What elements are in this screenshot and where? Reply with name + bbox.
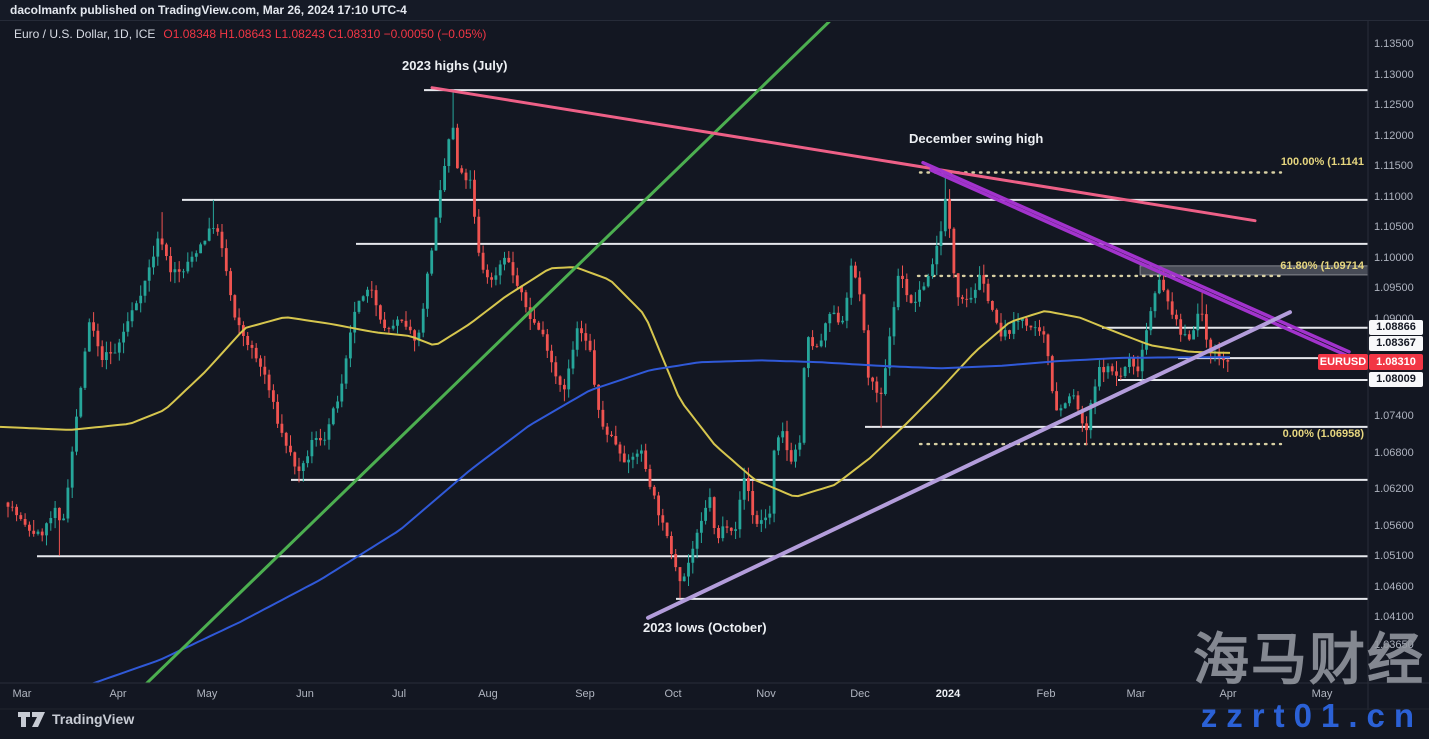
descending-channel-lower-purple[interactable] <box>929 168 1357 361</box>
tradingview-footer-link[interactable]: TradingView <box>18 711 134 727</box>
tradingview-brand-text: TradingView <box>52 711 135 727</box>
watermark-chinese: 海马财经 <box>1193 628 1425 691</box>
attribution-text: dacolmanfx published on TradingView.com,… <box>10 3 407 17</box>
supply-zone[interactable] <box>1139 265 1368 276</box>
price-axis[interactable] <box>1369 21 1429 683</box>
ohlc-values: O1.08348 H1.08643 L1.08243 C1.08310 −0.0… <box>163 27 487 41</box>
attribution-bar: dacolmanfx published on TradingView.com,… <box>0 0 1429 21</box>
watermark-url: zzrt01.cn <box>1200 697 1423 734</box>
ascending-trendline-green[interactable] <box>144 22 831 685</box>
descending-trendline-pink[interactable] <box>430 86 1257 223</box>
chart-annotation[interactable]: 2023 highs (July) <box>402 58 508 73</box>
chart-annotation[interactable]: 2023 lows (October) <box>643 620 767 635</box>
ascending-trendline-lavender[interactable] <box>646 310 1292 620</box>
ma-fast-yellow <box>0 266 1231 498</box>
descending-channel-upper-purple[interactable] <box>921 160 1351 354</box>
ma-slow-blue <box>90 356 1230 683</box>
chart-annotation[interactable]: December swing high <box>909 131 1044 146</box>
symbol-legend[interactable]: Euro / U.S. Dollar, 1D, ICE O1.08348 H1.0… <box>14 27 486 41</box>
candlesticks <box>6 89 1230 599</box>
tradingview-logo-icon <box>18 711 45 727</box>
symbol-title: Euro / U.S. Dollar, 1D, ICE <box>14 27 156 41</box>
